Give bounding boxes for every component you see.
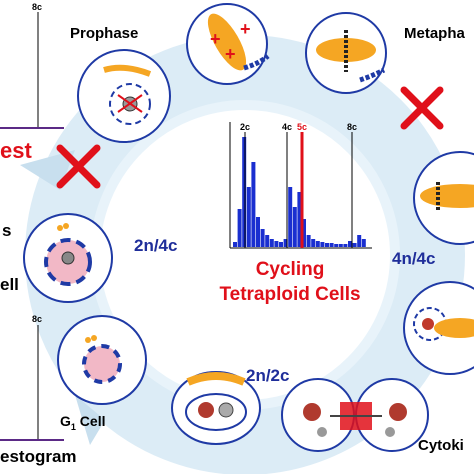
histogram-tick-label: 4c <box>282 122 292 132</box>
cytokinesis-label: Cytoki <box>418 437 464 454</box>
histogram-bar <box>288 187 293 247</box>
histogram-bar <box>279 242 283 247</box>
svg-text:+: + <box>240 19 251 39</box>
left-top-tick: 8c <box>32 2 42 12</box>
histogram-bar <box>348 241 352 247</box>
prophase-cell-top: + + + <box>186 3 270 85</box>
ploidy-2n4c: 2n/4c <box>134 236 177 255</box>
left-cell-label: ell <box>0 275 19 294</box>
histogram-bar <box>325 243 329 247</box>
metaphase-label: Metapha <box>404 25 466 42</box>
left-bottom-tick: 8c <box>32 314 42 324</box>
histogram-bar <box>233 242 237 247</box>
prophase-label: Prophase <box>70 25 138 42</box>
metaphase-cell <box>305 12 387 94</box>
histogram-bar <box>242 137 247 247</box>
histogram-bar <box>237 209 242 247</box>
anaphase-cell <box>413 151 474 245</box>
g1-cell-label: G1 Cell <box>60 413 105 432</box>
histogram-bar <box>260 229 265 247</box>
left-histogram-top: 8c <box>0 2 64 129</box>
histogram-bar <box>329 243 334 247</box>
histogram-tick-label: 5c <box>297 122 307 132</box>
left-s-label: s <box>2 221 11 240</box>
histogram-bar <box>265 235 270 247</box>
histogram-bar <box>256 217 260 247</box>
cytokinesis-cells <box>281 378 429 452</box>
histogram-bar <box>315 241 320 247</box>
histogram-bar <box>283 239 288 247</box>
histogram-bar <box>302 219 306 247</box>
telophase-cell <box>403 281 474 375</box>
histogram-bar <box>306 235 311 247</box>
histogram-tick-label: 2c <box>240 122 250 132</box>
histogram-bar <box>361 239 366 247</box>
svg-text:+: + <box>210 29 221 49</box>
ploidy-4n4c: 4n/4c <box>392 249 435 268</box>
bottom-mitosis-cell <box>171 371 261 445</box>
histogram-label: estogram <box>0 447 77 466</box>
histogram-bar <box>246 187 251 247</box>
histogram-bar <box>269 239 274 247</box>
ploidy-2n2c: 2n/2c <box>246 366 289 385</box>
prophase-cell-left <box>77 49 171 143</box>
histogram-bar <box>292 207 297 247</box>
histogram-tick-label: 8c <box>347 122 357 132</box>
svg-text:+: + <box>225 44 236 64</box>
histogram-bar <box>334 244 339 247</box>
histogram-bar <box>297 192 302 247</box>
title-line-1: Cycling <box>256 259 325 280</box>
histogram-bar <box>357 235 362 247</box>
histogram-bar <box>352 243 357 247</box>
g1-cell <box>57 315 147 405</box>
arrest-label: est <box>0 138 32 163</box>
center-histogram: 2c 4c 5c 8c <box>229 122 372 249</box>
histogram-bar <box>320 242 325 247</box>
red-x-right <box>400 86 444 130</box>
histogram-bar <box>343 244 348 247</box>
histogram-bar <box>274 241 279 247</box>
histogram-bar <box>311 239 316 247</box>
histogram-bar <box>338 244 343 247</box>
histogram-markers: 2c 4c 5c 8c <box>240 122 357 248</box>
title-line-2: Tetraploid Cells <box>219 284 360 305</box>
red-x-left <box>56 144 101 189</box>
g2-cell <box>23 213 113 303</box>
left-histogram-bottom: 8c <box>0 314 64 441</box>
histogram-bar <box>251 162 256 247</box>
histogram-bars <box>233 137 366 247</box>
